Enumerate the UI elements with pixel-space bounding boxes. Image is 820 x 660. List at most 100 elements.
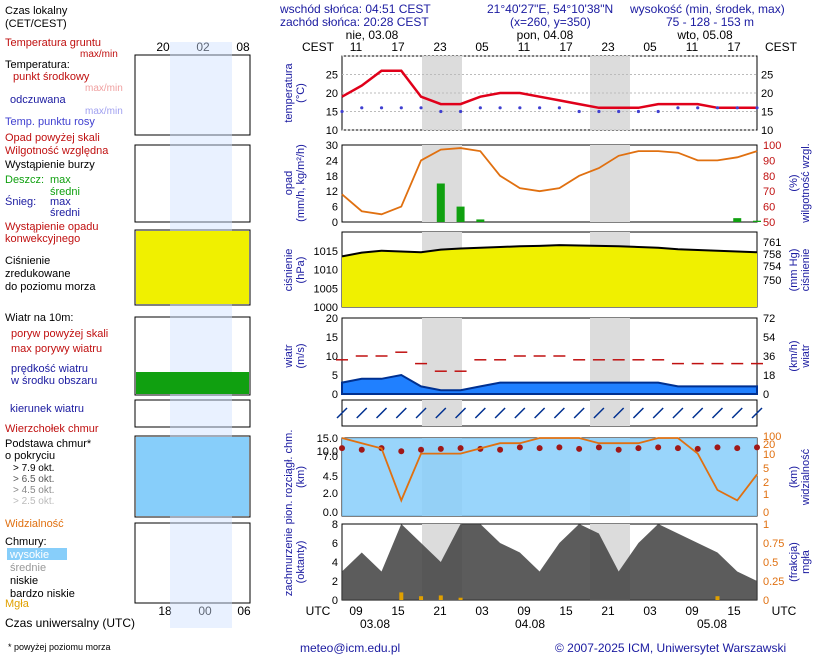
tick-label: 758 bbox=[763, 249, 781, 261]
dew-point-marker bbox=[577, 109, 581, 114]
precip-bar bbox=[436, 183, 445, 222]
tick-label: 80 bbox=[763, 171, 775, 183]
humidity-axis-title: (%)wilgotność wzgl. bbox=[788, 143, 812, 223]
tick-label: 4.5 bbox=[323, 471, 338, 483]
humidity-line bbox=[341, 147, 758, 216]
tick-label: 20 bbox=[326, 88, 338, 100]
tick-label: 6 bbox=[332, 202, 338, 214]
tick-label: 15 bbox=[326, 332, 338, 344]
legend-temp-soil: Temperatura gruntu bbox=[5, 37, 101, 49]
tick-label: 20 bbox=[763, 439, 775, 451]
dew-point-marker bbox=[340, 109, 344, 114]
dew-point-marker bbox=[676, 106, 680, 110]
legend-temp-point: punkt środkowy bbox=[13, 71, 90, 83]
tick-label: 0.5 bbox=[763, 557, 778, 569]
top-hour-label: 05 bbox=[475, 40, 489, 54]
bottom-date-label: 05.08 bbox=[697, 617, 727, 631]
legend-cl-low: niskie bbox=[10, 575, 38, 587]
cover-axis-title: zachmurzenie(oktanty) bbox=[283, 528, 307, 596]
dew-point-marker bbox=[419, 106, 423, 110]
legend-fog: Mgła bbox=[5, 598, 30, 610]
dew-point-marker bbox=[735, 106, 739, 110]
legend-utc-title: Czas uniwersalny (UTC) bbox=[5, 616, 135, 630]
legend-max-min: max/min bbox=[80, 49, 118, 60]
legend-time-hour: 02 bbox=[196, 40, 210, 54]
cloud-top-marker bbox=[556, 444, 563, 451]
legend-okt: > 4.5 okt. bbox=[13, 485, 54, 496]
tick-label: 15 bbox=[761, 107, 773, 119]
bottom-hour-label: 15 bbox=[391, 604, 405, 618]
cloud-top-marker bbox=[339, 445, 345, 452]
dew-point-marker bbox=[636, 109, 641, 114]
wind-direction-arrow bbox=[573, 407, 585, 419]
tick-label: 90 bbox=[763, 155, 775, 167]
legend-clouds: Chmury: bbox=[5, 536, 47, 548]
tick-label: 10 bbox=[326, 125, 338, 137]
email-link[interactable]: meteo@icm.edu.pl bbox=[300, 641, 401, 655]
legend-time-hour: 20 bbox=[156, 40, 170, 54]
dew-point-marker bbox=[656, 109, 660, 114]
wind-direction-arrow bbox=[336, 407, 348, 419]
legend-gust-max: max porywy wiatru bbox=[11, 343, 102, 355]
panel-dir bbox=[341, 399, 758, 427]
legend-humidity: Wilgotność względna bbox=[5, 145, 109, 157]
legend-max-min3: max/min bbox=[85, 106, 123, 117]
tick-label: 10 bbox=[326, 351, 338, 363]
legend-mini-panel bbox=[134, 435, 251, 518]
cloud-top-marker bbox=[655, 444, 662, 451]
tick-label: 15.0 bbox=[317, 433, 338, 445]
legend-storm: Wystąpienie burzy bbox=[5, 159, 95, 171]
legend-cloud-top: Wierzchołek chmur bbox=[5, 423, 99, 435]
top-hour-label: 17 bbox=[391, 40, 405, 54]
temperature-line bbox=[341, 69, 757, 110]
night-band bbox=[422, 318, 462, 394]
wind-direction-arrow bbox=[474, 407, 486, 419]
tick-label: 36 bbox=[763, 351, 775, 363]
night-band bbox=[422, 400, 462, 426]
legend-dew: Temp. punktu rosy bbox=[5, 116, 95, 128]
tick-label: 2 bbox=[763, 477, 769, 489]
cloud-top-marker bbox=[398, 448, 405, 455]
precip-bar bbox=[456, 206, 465, 222]
wind-direction-arrow bbox=[751, 407, 763, 419]
legend-temp: Temperatura: bbox=[5, 59, 70, 71]
legend-wind-fill bbox=[136, 372, 249, 394]
tick-label: 70 bbox=[763, 186, 775, 198]
tick-label: 1000 bbox=[314, 302, 338, 314]
legend-rain: Deszcz: bbox=[5, 174, 44, 186]
sunrise-text: wschód słońca: 04:51 CEST bbox=[280, 2, 431, 16]
cloud-top-marker bbox=[576, 445, 583, 452]
dew-point-marker bbox=[715, 106, 720, 110]
cloud-top-marker bbox=[754, 444, 760, 451]
wind-direction-arrow bbox=[514, 407, 526, 419]
tick-label: 5 bbox=[332, 370, 338, 382]
fog-bar bbox=[715, 596, 720, 600]
wind-direction-arrow bbox=[731, 407, 743, 419]
legend-cl-high: wysokie bbox=[9, 549, 49, 561]
visibility-line bbox=[341, 437, 758, 503]
dew-point-marker bbox=[557, 106, 561, 110]
bottom-hour-label: 03 bbox=[475, 604, 489, 618]
cloud-cover-area bbox=[342, 524, 757, 600]
dew-point-marker bbox=[617, 109, 621, 114]
legend-okt: > 2.5 okt. bbox=[13, 496, 54, 507]
tick-label: 0.25 bbox=[763, 576, 784, 588]
legend-gust-above: poryw powyżej skali bbox=[11, 328, 108, 340]
height-label: wysokość (min, środek, max) bbox=[630, 2, 785, 16]
pressure-mm-axis-title: (mm Hg)ciśnienie bbox=[788, 249, 812, 292]
cloud-top-marker bbox=[635, 445, 642, 452]
day-label: pon, 04.08 bbox=[517, 28, 574, 42]
legend-utc-hour: 18 bbox=[158, 604, 172, 618]
legend-perceived: odczuwana bbox=[10, 94, 67, 106]
top-hour-label: 05 bbox=[643, 40, 657, 54]
legend-rain-mid: średni bbox=[50, 186, 80, 198]
tick-label: 7.0 bbox=[323, 451, 338, 463]
cloud-top-marker bbox=[437, 445, 444, 452]
wind-direction-arrow bbox=[534, 407, 546, 419]
footnote: * powyżej poziomu morza bbox=[8, 642, 111, 652]
fog-bar bbox=[458, 597, 463, 600]
precip-bar bbox=[476, 219, 485, 222]
wind-direction-arrow bbox=[455, 407, 467, 419]
legend-cloud-base: Podstawa chmur* o pokryciu bbox=[5, 438, 92, 462]
